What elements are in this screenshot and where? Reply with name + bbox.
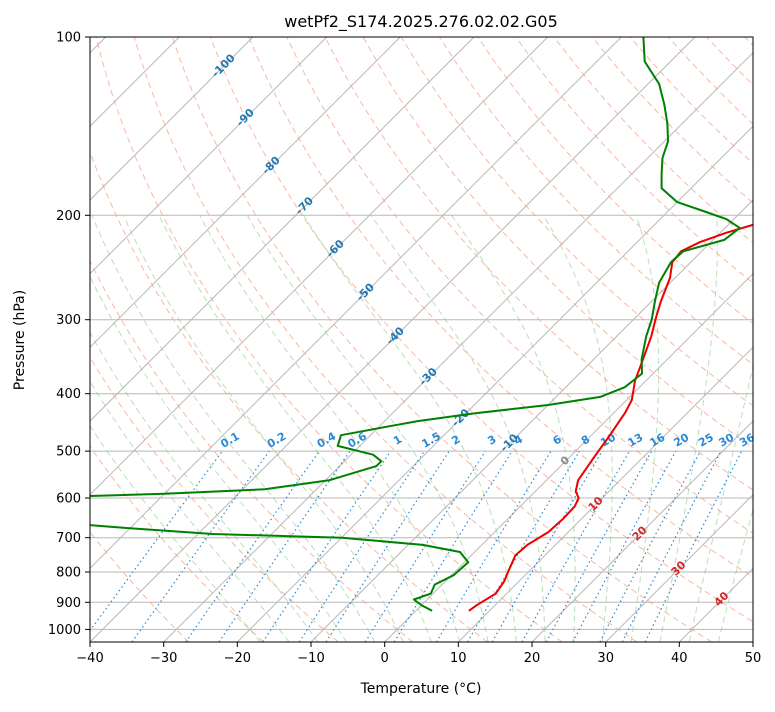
y-tick-label: 100 (56, 31, 81, 46)
x-axis-label: Temperature (°C) (360, 681, 482, 697)
y-tick-label: 300 (56, 313, 81, 328)
y-tick-label: 1000 (48, 623, 81, 638)
x-tick-label: −10 (297, 651, 324, 666)
x-tick-label: 0 (381, 651, 389, 666)
x-tick-label: −30 (150, 651, 177, 666)
y-tick-label: 600 (56, 492, 81, 507)
x-tick-label: 10 (450, 651, 467, 666)
y-tick-label: 900 (56, 596, 81, 611)
y-tick-label: 200 (56, 209, 81, 224)
y-tick-label: 700 (56, 531, 81, 546)
x-tick-label: 20 (524, 651, 541, 666)
x-tick-label: −20 (224, 651, 251, 666)
x-tick-label: 50 (745, 651, 762, 666)
y-tick-label: 500 (56, 445, 81, 460)
y-tick-label: 800 (56, 566, 81, 581)
y-axis-label: Pressure (hPa) (12, 290, 28, 390)
x-tick-label: 40 (671, 651, 688, 666)
x-tick-label: −40 (76, 651, 103, 666)
x-tick-label: 30 (597, 651, 614, 666)
y-tick-label: 400 (56, 387, 81, 402)
chart-title: wetPf2_S174.2025.276.02.02.G05 (284, 12, 558, 32)
